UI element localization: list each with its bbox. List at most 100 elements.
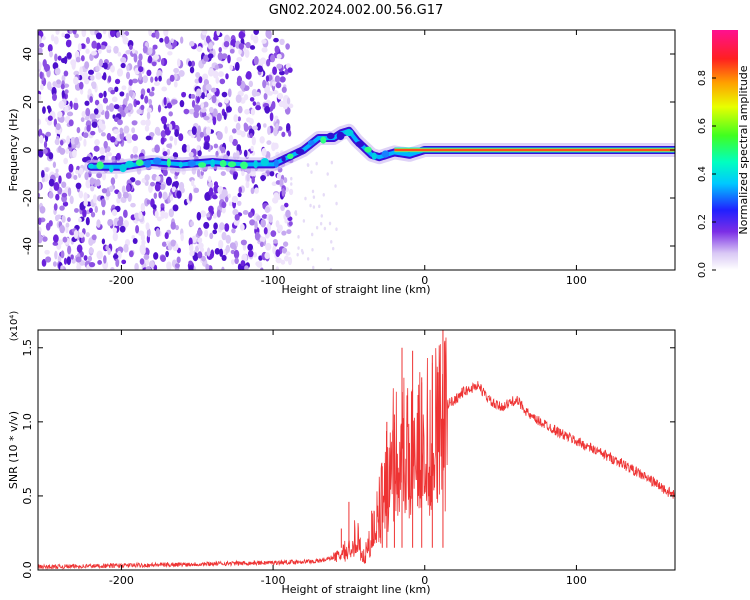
noise-speck (259, 241, 264, 248)
snr-y-axis-label: SNR (10 * v/v) (7, 411, 20, 489)
noise-speck (62, 236, 68, 243)
noise-speck (286, 123, 291, 132)
noise-speck (66, 111, 74, 117)
noise-speck (155, 175, 161, 182)
noise-speck (60, 250, 65, 259)
noise-speck (219, 222, 225, 231)
noise-speck (41, 170, 45, 179)
spectrogram-x-axis-label: Height of straight line (km) (281, 283, 430, 296)
noise-speck (89, 113, 96, 120)
noise-speck (260, 267, 264, 270)
noise-speck (145, 135, 152, 141)
noise-speck (188, 265, 194, 270)
noise-speck (190, 60, 196, 67)
noise-speck (98, 58, 104, 67)
noise-speck (57, 239, 64, 245)
noise-speck (330, 160, 334, 165)
noise-speck (73, 70, 80, 76)
noise-speck (133, 53, 138, 63)
noise-speck (157, 216, 162, 222)
noise-speck (207, 68, 215, 77)
noise-speck (160, 58, 165, 66)
noise-speck (249, 97, 255, 102)
noise-speck (176, 58, 181, 67)
noise-speck (143, 254, 150, 260)
noise-speck (170, 239, 176, 247)
spectrogram-y-tick-label: 20 (21, 95, 34, 109)
noise-speck (169, 74, 175, 82)
noise-speck (113, 104, 120, 110)
noise-speck (123, 220, 129, 228)
noise-speck (281, 247, 288, 254)
noise-speck (174, 263, 180, 269)
noise-speck (66, 52, 72, 59)
noise-speck (127, 103, 133, 111)
noise-speck (263, 92, 268, 100)
noise-speck (61, 181, 67, 188)
noise-speck (267, 126, 271, 136)
noise-speck (205, 35, 211, 44)
snr-spikes (340, 330, 444, 548)
noise-speck (93, 145, 100, 152)
spectrogram-y-axis-label: Frequency (Hz) (7, 109, 20, 192)
noise-speck (301, 250, 305, 255)
noise-speck (245, 41, 251, 49)
noise-speck (152, 54, 160, 61)
noise-speck (243, 94, 249, 101)
noise-speck (128, 44, 133, 50)
noise-speck (250, 33, 254, 41)
noise-speck (259, 136, 265, 144)
noise-speck (121, 185, 126, 194)
ridge-blob (166, 158, 171, 168)
noise-speck (235, 122, 241, 131)
noise-speck (270, 230, 277, 237)
noise-speck (126, 64, 130, 71)
noise-speck (248, 80, 254, 88)
noise-speck (208, 181, 214, 188)
noise-speck (318, 204, 321, 209)
ridge-blob (152, 157, 162, 165)
noise-speck (197, 242, 204, 249)
noise-speck (199, 210, 207, 218)
noise-speck (97, 103, 103, 110)
snr-y-ticks: 0.0 0.5 1.0 1.5 (21, 339, 675, 579)
noise-speck (116, 68, 124, 77)
noise-speck (115, 258, 120, 268)
noise-speck (275, 123, 279, 131)
noise-speck (240, 130, 246, 138)
noise-speck (220, 171, 226, 177)
noise-speck (142, 75, 148, 84)
noise-speck (334, 184, 337, 188)
noise-speck (39, 71, 43, 79)
noise-speck (160, 137, 165, 145)
noise-speck (280, 204, 285, 211)
noise-speck (216, 112, 222, 122)
noise-speck (46, 105, 51, 110)
snr-series-line (38, 337, 675, 570)
noise-speck (229, 64, 234, 71)
noise-speck (132, 237, 138, 244)
noise-speck (164, 36, 170, 44)
noise-speck (39, 83, 44, 91)
noise-speck (207, 53, 214, 59)
noise-speck (193, 104, 200, 113)
noise-speck (213, 36, 219, 41)
spectrogram-y-tick-label: 40 (21, 47, 34, 61)
noise-speck (99, 147, 106, 155)
noise-speck (94, 205, 98, 213)
noise-speck (106, 146, 111, 152)
noise-speck (208, 187, 213, 196)
noise-speck (288, 188, 294, 196)
noise-speck (104, 110, 110, 120)
noise-speck (102, 97, 108, 104)
noise-speck (52, 241, 59, 246)
noise-speck (281, 230, 287, 236)
colorbar-label: Normalized spectral amplitude (737, 65, 750, 234)
noise-speck (52, 62, 59, 70)
noise-speck (117, 119, 123, 126)
noise-speck (77, 43, 82, 52)
noise-speck (322, 192, 325, 197)
noise-speck (197, 46, 203, 53)
noise-speck (50, 34, 55, 42)
noise-speck (310, 170, 313, 174)
